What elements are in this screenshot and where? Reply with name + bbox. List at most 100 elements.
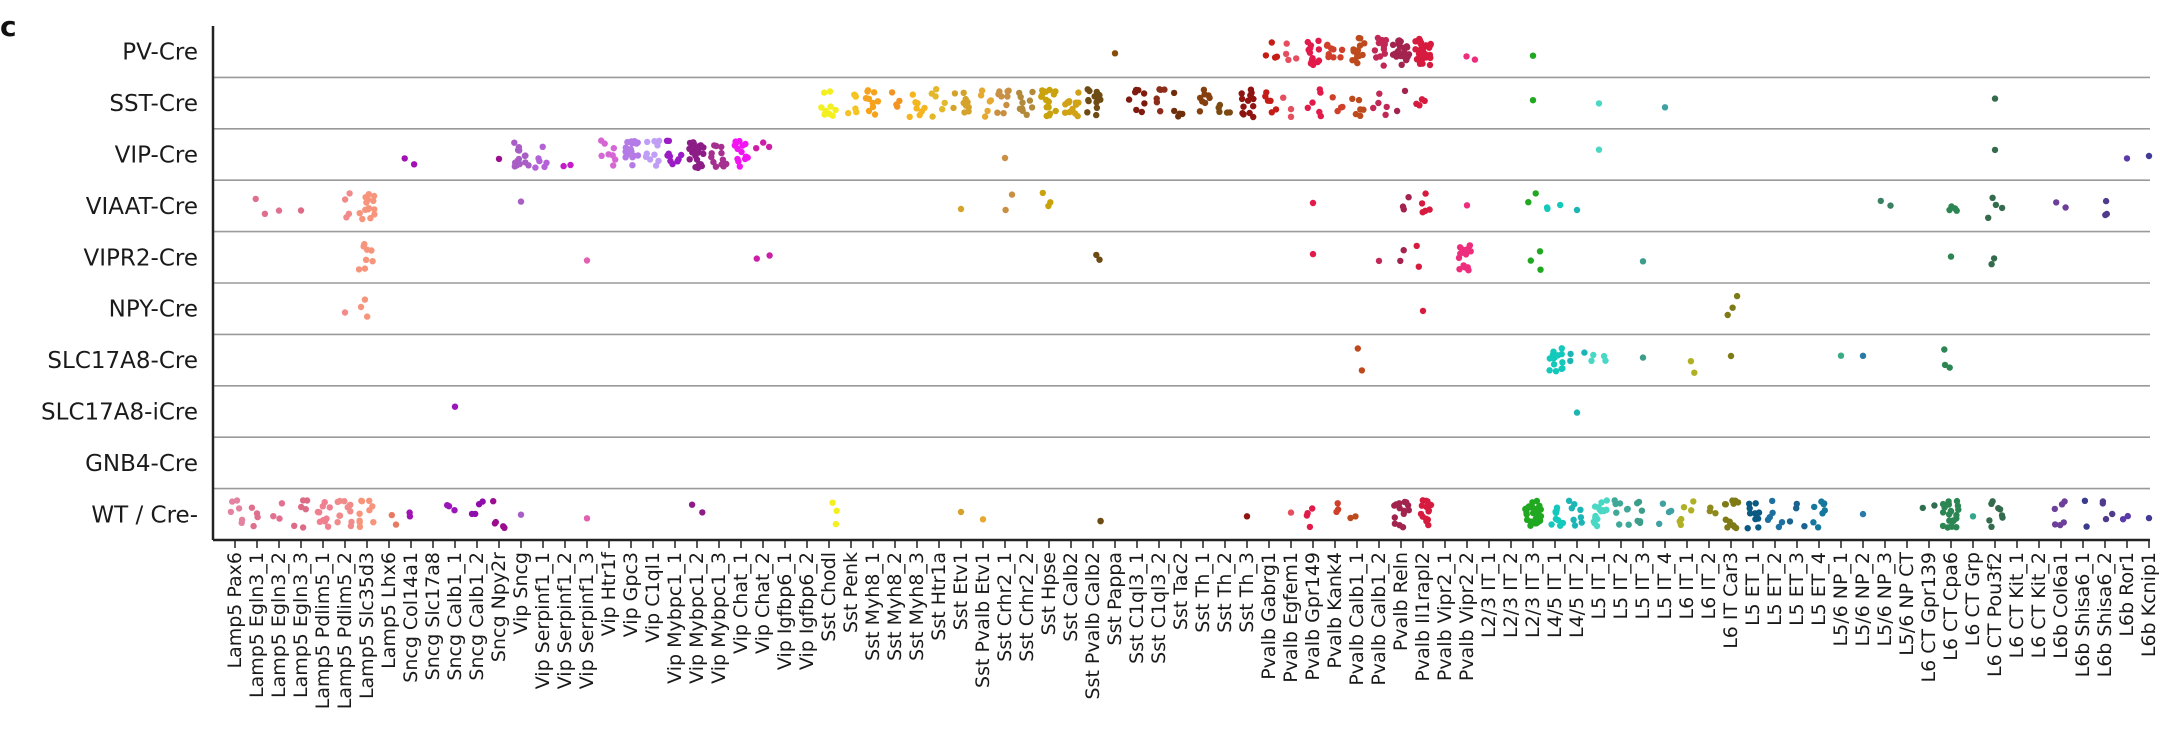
data-point: [355, 266, 363, 273]
data-point: [688, 501, 696, 508]
data-point: [1426, 61, 1434, 69]
data-point: [852, 92, 859, 99]
data-point: [1069, 105, 1076, 113]
data-point: [1947, 253, 1955, 260]
data-point: [1412, 46, 1419, 53]
data-point: [1238, 90, 1245, 97]
data-point: [1396, 522, 1403, 529]
data-point: [1581, 349, 1588, 356]
data-point: [1140, 90, 1148, 97]
data-point: [1403, 56, 1410, 64]
data-point: [341, 498, 348, 505]
data-point: [250, 522, 257, 530]
data-point: [1526, 504, 1533, 511]
data-point: [909, 91, 916, 98]
column-label: Vip Chat_1: [730, 552, 752, 654]
data-point: [1746, 500, 1753, 507]
data-point: [1573, 409, 1581, 416]
data-point: [622, 154, 629, 161]
data-point: [994, 109, 1001, 116]
data-point: [1381, 41, 1389, 48]
data-point: [2102, 515, 2110, 523]
data-point: [511, 139, 518, 146]
data-point: [1985, 214, 1992, 221]
data-point: [1552, 515, 1560, 523]
data-point: [1527, 257, 1535, 264]
column-label: L5 ET_4: [1808, 552, 1830, 626]
data-point: [1223, 109, 1231, 116]
data-point: [1887, 202, 1894, 209]
data-point: [736, 163, 743, 170]
data-point: [1751, 510, 1759, 517]
data-point: [1577, 514, 1585, 521]
data-point: [1726, 518, 1733, 525]
data-point: [1550, 361, 1558, 368]
column-label: L6 CT Gpr139: [1918, 552, 1940, 683]
data-point: [298, 503, 305, 511]
data-point: [366, 497, 373, 504]
data-point: [1250, 103, 1257, 110]
data-point: [392, 521, 400, 528]
data-point: [1597, 508, 1605, 515]
data-point: [1400, 206, 1408, 213]
data-point: [871, 111, 879, 118]
data-point: [1733, 292, 1741, 300]
data-point: [644, 138, 651, 146]
column-label: L5/6 NP_1: [1830, 552, 1852, 646]
data-point: [248, 504, 256, 511]
data-point: [1293, 55, 1300, 62]
data-point: [1072, 101, 1080, 108]
data-point: [451, 507, 458, 514]
data-point: [1946, 206, 1953, 214]
column-label: Lamp5 Egln3_3: [290, 552, 312, 698]
data-point: [1008, 191, 1016, 198]
data-point: [1995, 505, 2002, 512]
row-label: GNB4-Cre: [85, 451, 198, 477]
column-label: Sst Chodl: [818, 552, 840, 642]
data-point: [1153, 95, 1160, 102]
data-point: [1939, 509, 1947, 516]
data-point: [829, 499, 836, 506]
data-point: [1471, 56, 1479, 63]
column-label: Sst Crhr2_2: [1016, 552, 1038, 662]
data-point: [914, 100, 921, 107]
data-point: [1396, 37, 1403, 44]
data-point: [1046, 110, 1054, 117]
data-point: [1091, 93, 1098, 100]
data-point: [929, 113, 936, 120]
data-point: [357, 303, 365, 311]
column-label: Vip Chat_2: [752, 552, 774, 654]
column-label: Lamp5 Pdlim5_2: [334, 552, 356, 709]
data-point: [1877, 197, 1885, 205]
column-label: L5 IT_3: [1632, 552, 1654, 620]
data-point: [1287, 105, 1295, 113]
column-label: Sst Penk: [840, 552, 862, 633]
data-point: [1001, 154, 1009, 162]
data-point: [1624, 505, 1631, 513]
data-point: [1171, 107, 1178, 115]
data-point: [1084, 109, 1091, 116]
data-point: [1375, 257, 1383, 265]
data-point: [732, 140, 739, 147]
data-point: [1462, 251, 1470, 258]
data-point: [1635, 498, 1643, 506]
data-point: [1744, 525, 1751, 532]
data-point: [1376, 90, 1383, 97]
data-point: [734, 155, 741, 163]
data-point: [939, 106, 946, 113]
data-point: [1309, 199, 1317, 207]
data-point: [694, 164, 702, 172]
data-point: [1557, 201, 1564, 209]
data-point: [1603, 506, 1610, 514]
column-label: L6b Shisa6_1: [2072, 552, 2094, 677]
data-point: [1992, 201, 2000, 209]
data-point: [766, 252, 773, 259]
data-point: [1656, 520, 1663, 527]
column-label: Sst Hpse: [1038, 552, 1060, 635]
data-point: [1463, 53, 1470, 60]
data-point: [1590, 351, 1597, 359]
data-point: [229, 498, 236, 505]
data-point: [1338, 46, 1346, 53]
data-point: [314, 508, 322, 516]
data-point: [1425, 508, 1432, 515]
